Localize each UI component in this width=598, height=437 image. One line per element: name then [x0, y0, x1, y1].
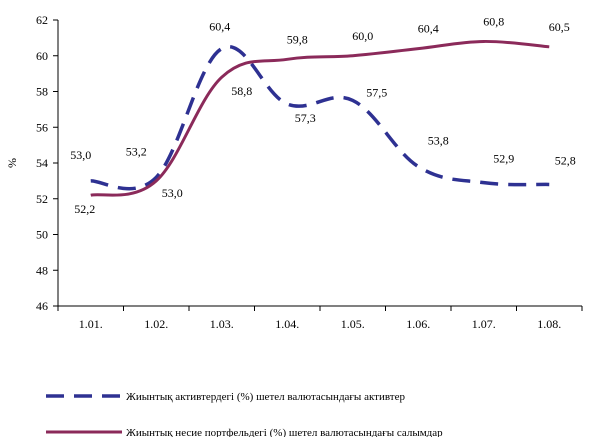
legend-label-1: Жиынтық активтердегі (%) шетел валютасын…	[126, 391, 405, 403]
data-label: 53,0	[70, 148, 91, 162]
y-tick-label: 58	[36, 85, 48, 99]
x-tick-label: 1.05.	[341, 317, 365, 331]
y-tick-label: 60	[36, 49, 48, 63]
data-label: 57,3	[295, 111, 316, 125]
axes: 46 48 50 52 54 56 58 60 62 1.01. 1.02. 1.03. 1.04. 1.…	[5, 13, 583, 331]
data-label: 52,8	[555, 153, 576, 167]
data-label: 57,5	[366, 85, 387, 99]
data-label: 58,8	[231, 84, 252, 98]
data-label: 60,5	[549, 20, 570, 34]
data-labels: 53,0 53,2 60,4 57,3 57,5 53,8 52,9 52,8 52,2 53,0…	[70, 14, 576, 216]
y-tick-label: 54	[36, 156, 48, 170]
data-label: 60,0	[352, 29, 373, 43]
y-tick-label: 46	[36, 299, 48, 313]
data-label: 60,4	[418, 22, 439, 36]
data-label: 60,8	[483, 14, 504, 28]
x-tick-label: 1.02.	[144, 317, 168, 331]
data-label: 53,8	[428, 134, 449, 148]
series-lines	[90, 39, 550, 197]
x-tick-label: 1.07.	[472, 317, 496, 331]
data-label: 53,0	[162, 186, 183, 200]
legend: Жиынтық активтердегі (%) шетел валютасын…	[46, 391, 443, 437]
x-tick-label: 1.04.	[275, 317, 299, 331]
y-tick-label: 62	[36, 13, 48, 27]
y-tick-label: 50	[36, 228, 48, 242]
y-tick-label: 48	[36, 263, 48, 277]
data-label: 59,8	[287, 32, 308, 46]
data-label: 52,2	[74, 202, 95, 216]
data-label: 52,9	[493, 152, 514, 166]
series-line-1	[90, 44, 550, 191]
series-line-2	[90, 39, 550, 197]
data-label: 60,4	[209, 20, 230, 34]
x-tick-label: 1.06.	[406, 317, 430, 331]
y-axis-title: %	[5, 158, 19, 168]
legend-label-2: Жиынтық несие портфельдегі (%) шетел вал…	[126, 427, 443, 437]
y-tick-label: 56	[36, 120, 48, 134]
data-label: 53,2	[126, 144, 147, 158]
x-tick-label: 1.03.	[210, 317, 234, 331]
x-tick-label: 1.01.	[79, 317, 103, 331]
x-tick-label: 1.08.	[537, 317, 561, 331]
y-tick-label: 52	[36, 192, 48, 206]
